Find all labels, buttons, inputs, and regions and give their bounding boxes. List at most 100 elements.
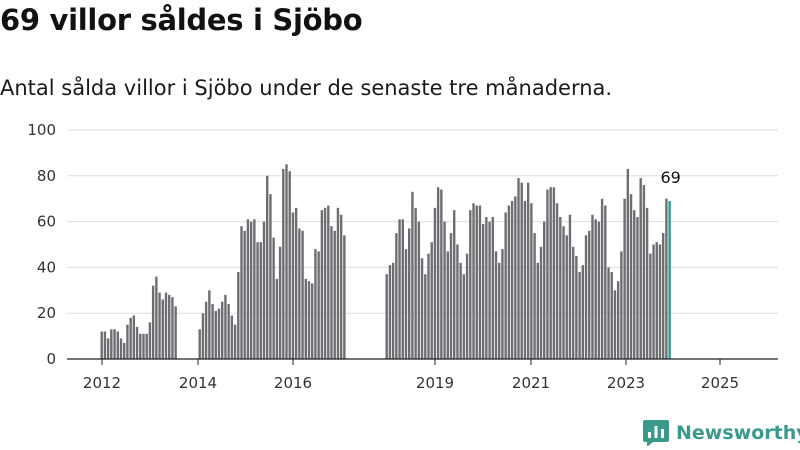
bar [395, 233, 398, 359]
bar [636, 217, 639, 359]
bar [559, 217, 562, 359]
bar [311, 283, 314, 359]
bar [510, 200, 514, 359]
bar [285, 164, 288, 359]
bar [388, 265, 392, 359]
x-tick-label: 2023 [607, 374, 645, 392]
bar [330, 226, 333, 359]
bar [278, 246, 282, 359]
bar [119, 338, 123, 359]
x-tick-label: 2012 [83, 374, 121, 392]
bar [440, 189, 443, 359]
bar [616, 281, 620, 359]
bar [498, 262, 501, 359]
bar [246, 219, 250, 359]
bar [436, 187, 440, 359]
bar [116, 331, 119, 359]
bar [100, 331, 103, 359]
bar [224, 294, 227, 359]
bar [230, 315, 234, 359]
bar [543, 221, 546, 359]
bar [417, 221, 421, 359]
highlight-value-label: 69 [660, 168, 680, 187]
bar [401, 219, 404, 359]
bar [469, 210, 472, 359]
bar [253, 219, 256, 359]
bar [113, 329, 116, 359]
bar [481, 223, 485, 359]
bar [151, 285, 155, 359]
bar [272, 237, 275, 359]
bar [465, 253, 469, 359]
bar [237, 271, 240, 359]
bar [317, 251, 320, 359]
x-tick-label: 2021 [512, 374, 550, 392]
bar [164, 292, 168, 359]
brand-name: Newsworthy [676, 422, 800, 444]
bar [420, 258, 424, 359]
bar [126, 324, 129, 359]
bar [198, 329, 201, 359]
bar [555, 203, 559, 359]
bar [475, 205, 478, 359]
bar [600, 198, 604, 359]
bar [539, 246, 543, 359]
bar [591, 214, 594, 359]
bar [449, 233, 453, 359]
bar [478, 205, 482, 359]
bar [240, 226, 243, 359]
bar [626, 168, 630, 359]
bar [633, 210, 636, 359]
bar [433, 207, 437, 359]
bar [204, 301, 208, 359]
bar [459, 262, 462, 359]
bar [578, 271, 581, 359]
bar [132, 315, 136, 359]
bar [427, 253, 430, 359]
y-tick-label: 80 [37, 167, 56, 185]
bar [201, 313, 205, 359]
bar [298, 228, 301, 359]
newsworthy-logo-icon [643, 420, 669, 446]
bar [658, 244, 662, 359]
x-tick-label: 2016 [274, 374, 312, 392]
bar [456, 244, 459, 359]
bar [106, 338, 110, 359]
bar [523, 200, 527, 359]
bar [343, 235, 346, 359]
bar [620, 251, 623, 359]
bar [385, 274, 388, 359]
bar [327, 205, 330, 359]
bar [142, 333, 145, 359]
bar [453, 210, 456, 359]
bar [168, 294, 171, 359]
bar [642, 184, 646, 359]
y-tick-label: 40 [37, 258, 56, 276]
bar [262, 221, 266, 359]
bar [249, 221, 253, 359]
bar [145, 333, 148, 359]
bar [443, 221, 446, 359]
bar [243, 230, 246, 359]
bar [155, 276, 158, 359]
bar [594, 219, 597, 359]
bar [158, 292, 161, 359]
bar [584, 235, 588, 359]
bar [565, 235, 568, 359]
x-tick-label: 2025 [701, 374, 739, 392]
bar [398, 219, 401, 359]
bar [233, 324, 237, 359]
bar [649, 253, 652, 359]
bar [575, 255, 578, 359]
highlight-bar [668, 200, 671, 359]
bar [526, 182, 530, 359]
y-tick-label: 100 [27, 121, 56, 139]
bar [514, 196, 517, 359]
bar [610, 271, 613, 359]
bar [520, 182, 523, 359]
newsworthy-logo: Newsworthy [643, 420, 800, 446]
bar [391, 262, 395, 359]
bar [294, 207, 298, 359]
bar [655, 242, 658, 359]
bar [604, 205, 607, 359]
